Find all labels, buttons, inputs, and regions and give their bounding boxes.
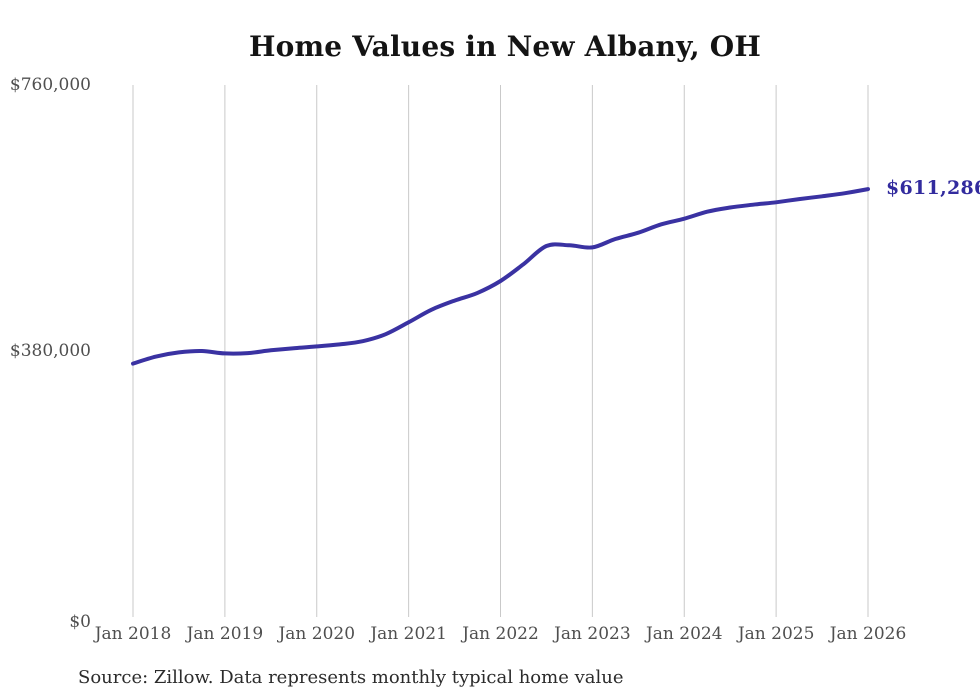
- x-axis-tick-label: Jan 2020: [278, 624, 356, 644]
- x-axis-tick-label: Jan 2019: [186, 624, 264, 644]
- x-axis-tick-label: Jan 2018: [94, 624, 172, 644]
- y-axis-tick-0: $0: [69, 612, 91, 632]
- x-axis-tick-label: Jan 2024: [645, 624, 723, 644]
- x-axis-tick-label: Jan 2025: [737, 624, 815, 644]
- x-axis-tick-label: Jan 2022: [462, 624, 539, 644]
- y-axis-tick-380000: $380,000: [9, 341, 91, 361]
- x-axis-tick-label: Jan 2023: [554, 624, 631, 644]
- source-note: Source: Zillow. Data represents monthly …: [78, 667, 624, 688]
- current-value-label: $611,286: [886, 177, 980, 200]
- y-axis-tick-760000: $760,000: [9, 75, 91, 95]
- x-axis-tick-label: Jan 2021: [370, 624, 447, 644]
- x-axis-tick-label: Jan 2026: [829, 624, 907, 644]
- home-value-line: [131, 187, 870, 366]
- chart-title: Home Values in New Albany, OH: [248, 30, 762, 63]
